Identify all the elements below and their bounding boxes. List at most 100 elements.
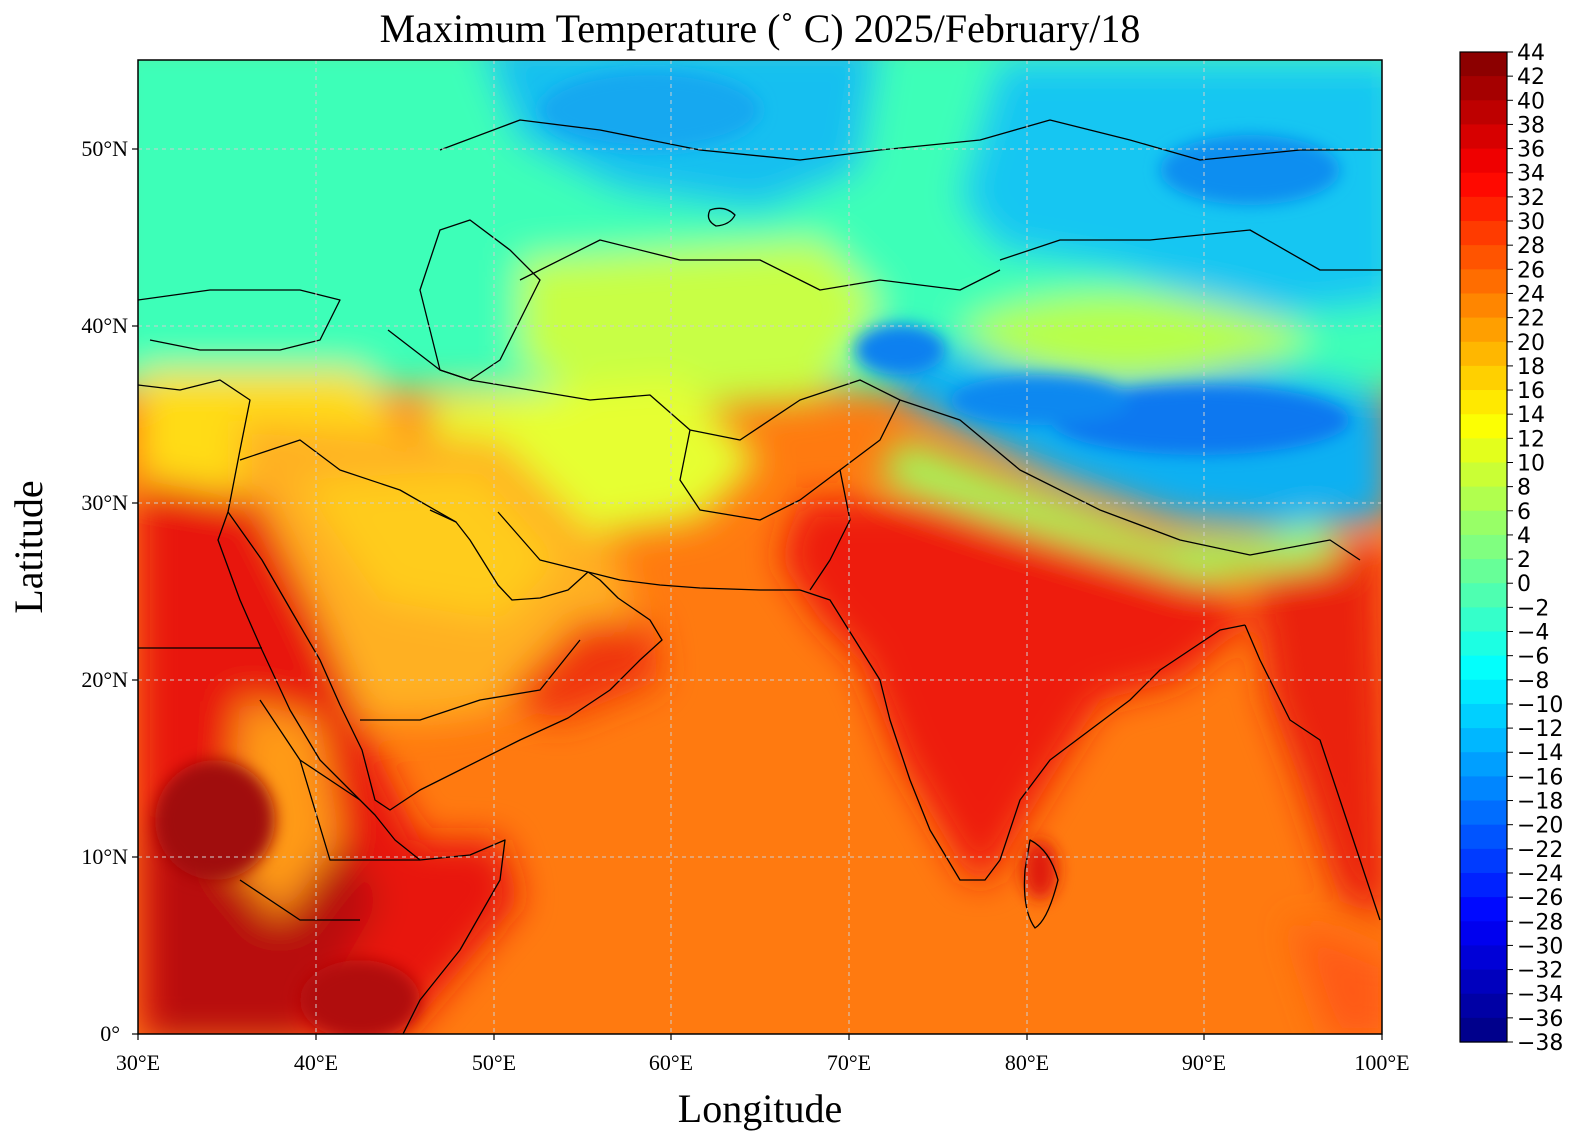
colorbar-tick-label: 34 [1517,162,1545,187]
himalaya-foothills-warm [880,440,1340,580]
colorbar-band [1460,76,1507,101]
colorbar-tick-label: 14 [1517,403,1545,428]
colorbar-band [1460,848,1507,874]
colorbar-band [1460,897,1507,922]
x-tick-label: 30°E [116,1050,160,1075]
colorbar-frame [1459,51,1508,1043]
colorbar-band [1460,414,1507,439]
colorbar-band [1460,872,1507,898]
temperature-field [138,60,1382,1034]
colorbar-tick-label: −38 [1517,1031,1563,1056]
x-tick-label: 40°E [294,1050,338,1075]
colorbar-band [1460,534,1507,560]
colorbar-tick-label: −2 [1517,596,1549,621]
sumatra-warm [1290,920,1382,1034]
colorbar-band [1460,776,1507,802]
colorbar-tick-label: −18 [1517,790,1563,815]
colorbar-band [1460,824,1507,850]
x-tick-label: 50°E [472,1050,516,1075]
central-asia-border [439,119,1382,161]
colorbar-tick-label: −20 [1517,814,1563,839]
iran-border [387,329,801,521]
axis-ticks [132,148,1383,1040]
colorbar-tick-label: −22 [1517,838,1563,863]
kazakh-cold-core [540,70,760,150]
himalaya-border [899,399,1361,561]
saudi-yemen-border [360,639,581,721]
colorbar-tick-label: 30 [1517,210,1545,235]
colorbar-tick-label: −26 [1517,886,1563,911]
colorbar-band [1460,172,1507,198]
colorbar-band [1460,993,1507,1019]
colorbar-tick-label: 6 [1517,500,1531,525]
colorbar-tick-label: −30 [1517,934,1563,959]
colorbar-band [1460,124,1507,150]
caspian-sea-outline [419,219,541,381]
colorbar-band [1460,365,1507,391]
colorbar-tick-label: 16 [1517,379,1545,404]
colorbar-tick-label: −8 [1517,669,1549,694]
colorbar-tick-label: 8 [1517,476,1531,501]
colorbar-band [1460,607,1507,633]
colorbar-tick-label: 36 [1517,138,1545,163]
colorbar-tick-label: 4 [1517,524,1531,549]
turan-lowland-mild [520,240,880,410]
ethiopian-highlands-warm [230,700,340,920]
tibet-cold-core-west [950,375,1130,425]
pamir-cold-core [855,325,945,375]
colorbar-tick-label: 12 [1517,427,1545,452]
colorbar-tick-label: −16 [1517,765,1563,790]
colorbar-tick-label: 38 [1517,113,1545,138]
sri-lanka-outline [1023,839,1059,929]
colorbar-band [1460,341,1507,367]
colorbar-tick-label: 20 [1517,331,1545,356]
map-gridlines [138,60,1382,1034]
y-tick-label: 30°N [81,490,128,515]
colorbar-tick-label: 18 [1517,355,1545,380]
colorbar-band [1460,800,1507,826]
cold-zone-mongolia [960,60,1382,320]
coastlines-borders [138,119,1382,1034]
colorbar-bands [1460,52,1507,1043]
colorbar-band [1460,245,1507,270]
colorbar-band [1460,921,1507,947]
y-axis-label: Latitude [6,480,51,613]
colorbar-band [1460,486,1507,512]
colorbar-band [1460,583,1507,608]
colorbar-tick-label: −12 [1517,717,1563,742]
colorbar-tick-label: 32 [1517,186,1545,211]
arabia-coastline [227,509,663,811]
colorbar-tick-label: 2 [1517,548,1531,573]
x-tick-labels: 30°E 40°E 50°E 60°E 70°E 80°E 90°E 100°E [116,1050,1410,1075]
tarim-basin-mild [960,293,1310,385]
mongolia-cold-core [1160,135,1340,205]
colorbar-band [1460,293,1507,319]
x-axis-label: Longitude [678,1086,842,1131]
sahel-hottest-core [155,760,275,880]
colorbar-band [1460,1017,1507,1043]
colorbar-band [1460,100,1507,126]
colorbar-tick-label: 10 [1517,452,1545,477]
colorbar-band [1460,269,1507,295]
colorbar-tick-label: 22 [1517,307,1545,332]
afghanistan-border [689,379,901,501]
africa-east-coastline [217,511,506,1034]
x-tick-label: 60°E [649,1050,693,1075]
mediterranean-coastline [138,379,251,513]
southeast-asia-hot [1250,540,1382,917]
black-sea-outline [138,289,341,351]
colorbar-band [1460,148,1507,174]
colorbar-band [1460,728,1507,753]
x-tick-label: 90°E [1182,1050,1226,1075]
colorbar-tick-label: −24 [1517,862,1563,887]
colorbar-tick-label: 40 [1517,89,1545,114]
x-tick-label: 70°E [827,1050,871,1075]
map-title: Maximum Temperature (˚ C) 2025/February/… [380,6,1141,51]
y-tick-label: 50°N [81,136,128,161]
colorbar-band [1460,52,1507,77]
colorbar-band [1460,559,1507,584]
y-tick-label: 20°N [81,667,128,692]
iraq-syria-border [239,439,457,523]
colorbar-band [1460,317,1507,343]
kazakhstan-south-border [519,239,1001,291]
